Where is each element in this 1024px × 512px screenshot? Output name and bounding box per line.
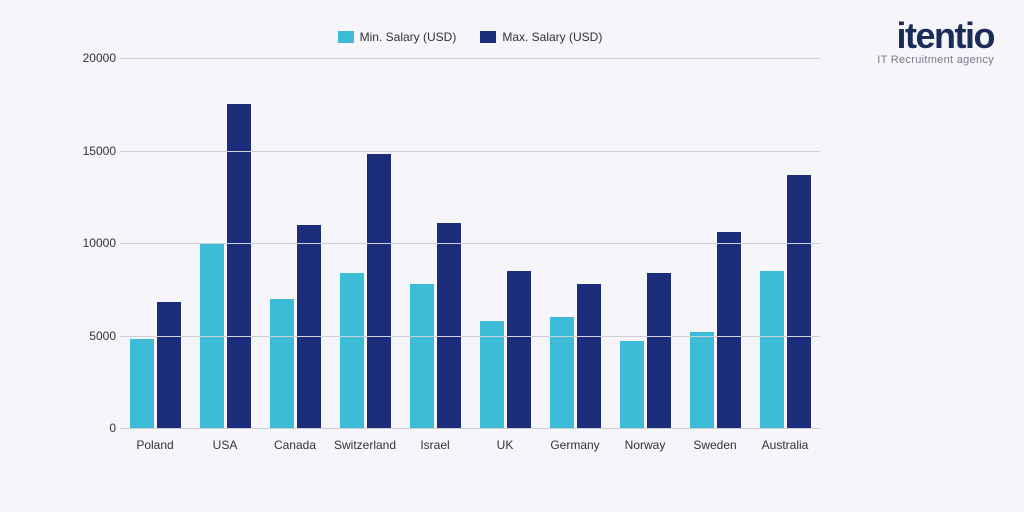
bar bbox=[157, 302, 181, 428]
bar bbox=[437, 223, 461, 428]
bar bbox=[760, 271, 784, 428]
x-axis-labels: PolandUSACanadaSwitzerlandIsraelUKGerman… bbox=[120, 432, 820, 458]
bar-group bbox=[680, 232, 750, 428]
y-axis: 05000100001500020000 bbox=[68, 58, 116, 428]
bar-group bbox=[330, 154, 400, 428]
bar-group bbox=[400, 223, 470, 428]
y-tick-label: 0 bbox=[68, 421, 116, 435]
x-tick-label: Germany bbox=[540, 432, 610, 458]
x-tick-label: Canada bbox=[260, 432, 330, 458]
bar-group bbox=[610, 273, 680, 428]
x-tick-label: USA bbox=[190, 432, 260, 458]
salary-chart: Min. Salary (USD) Max. Salary (USD) 05000… bbox=[120, 30, 820, 480]
bar bbox=[507, 271, 531, 428]
x-tick-label: Switzerland bbox=[330, 432, 400, 458]
bar bbox=[227, 104, 251, 428]
legend-item: Max. Salary (USD) bbox=[480, 30, 602, 44]
x-tick-label: UK bbox=[470, 432, 540, 458]
bar bbox=[297, 225, 321, 429]
grid-line bbox=[120, 428, 820, 429]
grid-line bbox=[120, 151, 820, 152]
y-tick-label: 20000 bbox=[68, 51, 116, 65]
bar bbox=[717, 232, 741, 428]
y-tick-label: 5000 bbox=[68, 329, 116, 343]
bar-group bbox=[120, 302, 190, 428]
legend-swatch bbox=[338, 31, 354, 43]
bar-group bbox=[260, 225, 330, 429]
bar-group bbox=[190, 104, 260, 428]
logo-sub-text: IT Recruitment agency bbox=[877, 54, 994, 66]
legend-label: Min. Salary (USD) bbox=[360, 30, 457, 44]
bar-group bbox=[470, 271, 540, 428]
bar-group bbox=[750, 175, 820, 428]
bar bbox=[550, 317, 574, 428]
y-tick-label: 10000 bbox=[68, 236, 116, 250]
bar bbox=[340, 273, 364, 428]
logo-main-text: itentio bbox=[877, 20, 994, 52]
bar bbox=[647, 273, 671, 428]
bar bbox=[367, 154, 391, 428]
grid-line bbox=[120, 58, 820, 59]
legend-item: Min. Salary (USD) bbox=[338, 30, 457, 44]
chart-legend: Min. Salary (USD) Max. Salary (USD) bbox=[120, 30, 820, 44]
bar bbox=[480, 321, 504, 428]
x-tick-label: Poland bbox=[120, 432, 190, 458]
bar bbox=[130, 339, 154, 428]
x-tick-label: Sweden bbox=[680, 432, 750, 458]
legend-swatch bbox=[480, 31, 496, 43]
chart-plot: 05000100001500020000 PolandUSACanadaSwit… bbox=[120, 58, 820, 458]
brand-logo: itentio IT Recruitment agency bbox=[877, 20, 994, 66]
bar-group bbox=[540, 284, 610, 428]
grid-line bbox=[120, 336, 820, 337]
legend-label: Max. Salary (USD) bbox=[502, 30, 602, 44]
x-tick-label: Norway bbox=[610, 432, 680, 458]
bar bbox=[577, 284, 601, 428]
bar bbox=[787, 175, 811, 428]
bar bbox=[620, 341, 644, 428]
bar bbox=[270, 299, 294, 429]
x-tick-label: Israel bbox=[400, 432, 470, 458]
bar bbox=[690, 332, 714, 428]
x-tick-label: Australia bbox=[750, 432, 820, 458]
grid-line bbox=[120, 243, 820, 244]
y-tick-label: 15000 bbox=[68, 144, 116, 158]
bar bbox=[410, 284, 434, 428]
